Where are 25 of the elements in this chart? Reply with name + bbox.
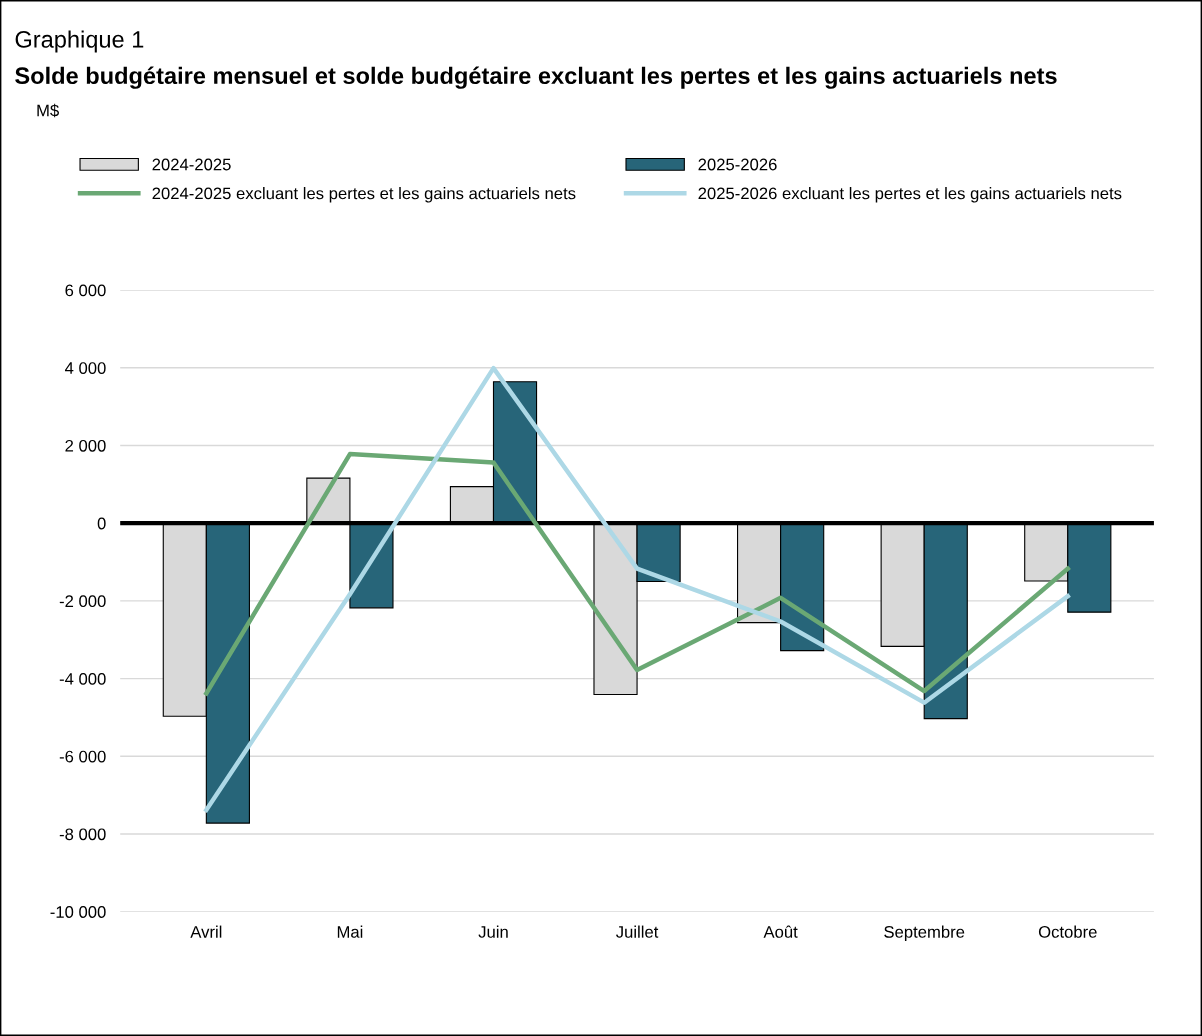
y-tick-label: 6 000 bbox=[65, 284, 106, 297]
x-tick-label: Avril bbox=[190, 925, 222, 938]
chart-subtitle: Graphique 1 bbox=[15, 30, 144, 53]
y-tick-label: -10 000 bbox=[50, 906, 106, 918]
line-series bbox=[204, 365, 1070, 813]
legend-label: 2024-2025 bbox=[152, 158, 231, 171]
y-tick-label: -2 000 bbox=[59, 595, 106, 608]
x-tick-label: Mai bbox=[337, 925, 363, 938]
y-tick-label: -4 000 bbox=[59, 672, 106, 685]
chart-title: Solde budgétaire mensuel et solde budgétaire excluant les pertes et les gains actuariels nets bbox=[15, 66, 1057, 89]
y-tick-label: 4 000 bbox=[64, 362, 106, 374]
line-series bbox=[204, 451, 1070, 696]
y-tick-label: -8 000 bbox=[59, 828, 106, 841]
y-tick-label: -6 000 bbox=[59, 750, 106, 763]
x-tick-label: Juin bbox=[478, 925, 508, 938]
legend-label: 2025-2026 bbox=[698, 158, 777, 171]
x-tick-label: Octobre bbox=[1038, 925, 1097, 938]
x-tick-label: Août bbox=[763, 925, 798, 938]
text: M$ bbox=[37, 103, 59, 118]
x-tick-label: Juillet bbox=[616, 925, 659, 938]
legend-label: 2024-2025 excluant les pertes et les gains actuariels nets bbox=[152, 187, 576, 203]
y-tick-label: 2 000 bbox=[65, 439, 106, 452]
x-tick-label: Septembre bbox=[884, 925, 965, 942]
y-tick-label: 0 bbox=[97, 517, 106, 530]
legend-label: 2025-2026 excluant les pertes et les gains actuariels nets bbox=[698, 187, 1122, 203]
